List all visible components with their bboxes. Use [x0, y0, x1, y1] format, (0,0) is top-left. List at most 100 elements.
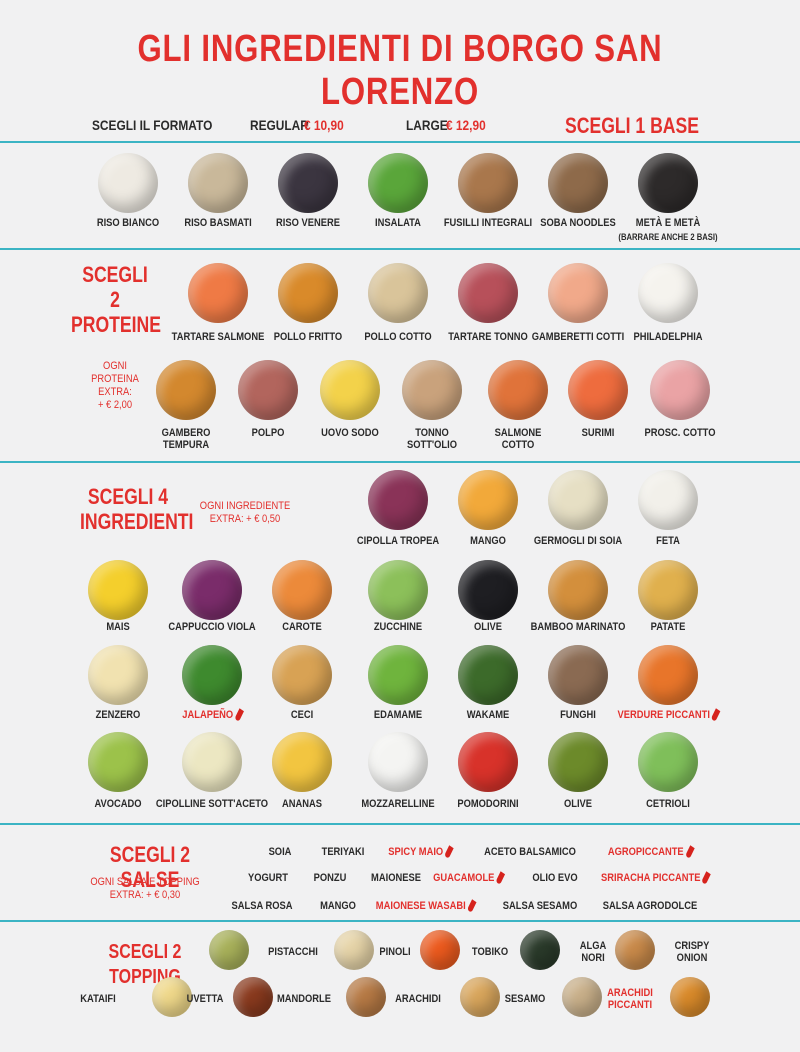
sauce-label: TERIYAKI	[321, 846, 365, 858]
topping-photo	[520, 930, 560, 970]
item-label: ZENZERO	[95, 709, 141, 721]
divider	[0, 823, 800, 825]
ingredient-photo	[638, 645, 698, 705]
chili-icon	[684, 845, 695, 859]
ingredient-photo	[88, 732, 148, 792]
item-label: GERMOGLI DI SOIA	[533, 535, 623, 547]
ingredient-photo	[458, 560, 518, 620]
ingredient-photo	[548, 560, 608, 620]
item-label: RISO VENERE	[276, 217, 340, 229]
ingredient-photo	[548, 470, 608, 530]
ingredient-photo	[368, 153, 428, 213]
sauce-label: YOGURT	[247, 872, 289, 884]
topping-label: UVETTA	[186, 993, 224, 1005]
format-price: € 10,90	[304, 117, 344, 133]
sauce-label: SPICY MAIO	[361, 845, 480, 859]
ingredient-photo	[368, 645, 428, 705]
sauce-label: MAIONESE	[371, 872, 421, 884]
sauce-label: PONZU	[313, 872, 347, 884]
sauce-label: SALSA SESAMO	[502, 900, 578, 912]
item-label: MOZZARELLINE	[361, 798, 435, 810]
item-label: OLIVE	[563, 798, 593, 810]
item-label: ANANAS	[281, 798, 323, 810]
topping-photo	[209, 930, 249, 970]
ingredient-photo	[458, 263, 518, 323]
ingredient-photo	[368, 560, 428, 620]
ingredient-photo	[548, 645, 608, 705]
chili-icon	[444, 845, 454, 859]
topping-photo	[334, 930, 374, 970]
ingredient-photo	[182, 732, 242, 792]
sauce-label: GUACAMOLE	[409, 871, 528, 885]
proteins-note: OGNI PROTEINA EXTRA: + € 2,00	[91, 360, 139, 411]
topping-photo	[670, 977, 710, 1017]
topping-label: MANDORLE	[276, 993, 332, 1005]
item-label: BAMBOO MARINATO	[530, 621, 626, 633]
item-label: CAROTE	[282, 621, 322, 633]
ingredient-photo	[548, 263, 608, 323]
ingredients-title: SCEGLI 4 INGREDIENTI	[80, 484, 194, 534]
item-label: JALAPEÑO	[153, 708, 272, 722]
ingredient-photo	[638, 470, 698, 530]
ingredient-photo	[458, 645, 518, 705]
ingredient-photo	[278, 153, 338, 213]
sauces-title: SCEGLI 2 SALSE	[109, 842, 191, 892]
sauce-label: SOIA	[268, 846, 292, 858]
topping-label: ARACHIDI	[395, 993, 441, 1005]
item-label: CECI	[290, 709, 314, 721]
topping-label: TOBIKO	[471, 946, 509, 958]
topping-label: PINOLI	[379, 946, 411, 958]
item-label: PATATE	[650, 621, 686, 633]
ingredient-photo	[548, 153, 608, 213]
item-label: OLIVE	[473, 621, 503, 633]
format-price: € 12,90	[446, 117, 486, 133]
item-label: GAMBERETTI COTTI	[531, 331, 625, 343]
item-label: CIPOLLINE SOTT'ACETO	[155, 798, 269, 810]
format-name: REGULAR	[250, 117, 309, 133]
item-label: WAKAME	[466, 709, 510, 721]
item-label: UOVO SODO	[321, 427, 379, 439]
sauce-label: OLIO EVO	[532, 872, 578, 884]
ingredient-photo	[568, 360, 628, 420]
ingredient-photo	[88, 645, 148, 705]
format-name: LARGE	[406, 117, 448, 133]
topping-photo	[233, 977, 273, 1017]
item-label: POLPO	[251, 427, 285, 439]
ingredient-photo	[182, 645, 242, 705]
sauce-label: MAIONESE WASABI	[366, 899, 485, 913]
item-label: POLLO FRITTO	[273, 331, 343, 343]
ingredient-photo	[458, 153, 518, 213]
ingredients-note: OGNI INGREDIENTE EXTRA: + € 0,50	[199, 500, 291, 525]
chili-icon	[711, 708, 721, 722]
item-label: SURIMI	[581, 427, 615, 439]
ingredient-photo	[156, 360, 216, 420]
ingredient-photo	[98, 153, 158, 213]
ingredient-photo	[278, 263, 338, 323]
sauce-label: MANGO	[320, 900, 356, 912]
base-note: (BARRARE ANCHE 2 BASI)	[618, 232, 718, 242]
ingredient-photo	[368, 470, 428, 530]
ingredient-photo	[368, 263, 428, 323]
item-label: SALMONE COTTO	[494, 427, 542, 451]
ingredient-photo	[188, 263, 248, 323]
item-label: FUNGHI	[560, 709, 596, 721]
proteins-title: SCEGLI 2 PROTEINE	[71, 262, 161, 337]
item-label: RISO BIANCO	[96, 217, 160, 229]
item-label: EDAMAME	[373, 709, 423, 721]
item-label: CETRIOLI	[646, 798, 690, 810]
ingredient-photo	[638, 153, 698, 213]
ingredient-photo	[458, 732, 518, 792]
chili-icon	[701, 871, 712, 885]
chili-icon	[466, 899, 477, 913]
topping-photo	[562, 977, 602, 1017]
ingredient-photo	[402, 360, 462, 420]
ingredient-photo	[548, 732, 608, 792]
topping-label: PISTACCHI	[268, 946, 318, 958]
format-label: SCEGLI IL FORMATO	[92, 117, 213, 133]
item-label: MAIS	[106, 621, 130, 633]
ingredient-photo	[272, 560, 332, 620]
item-label: TONNO SOTT'OLIO	[406, 427, 458, 451]
topping-photo	[615, 930, 655, 970]
topping-label: SESAMO	[504, 993, 546, 1005]
